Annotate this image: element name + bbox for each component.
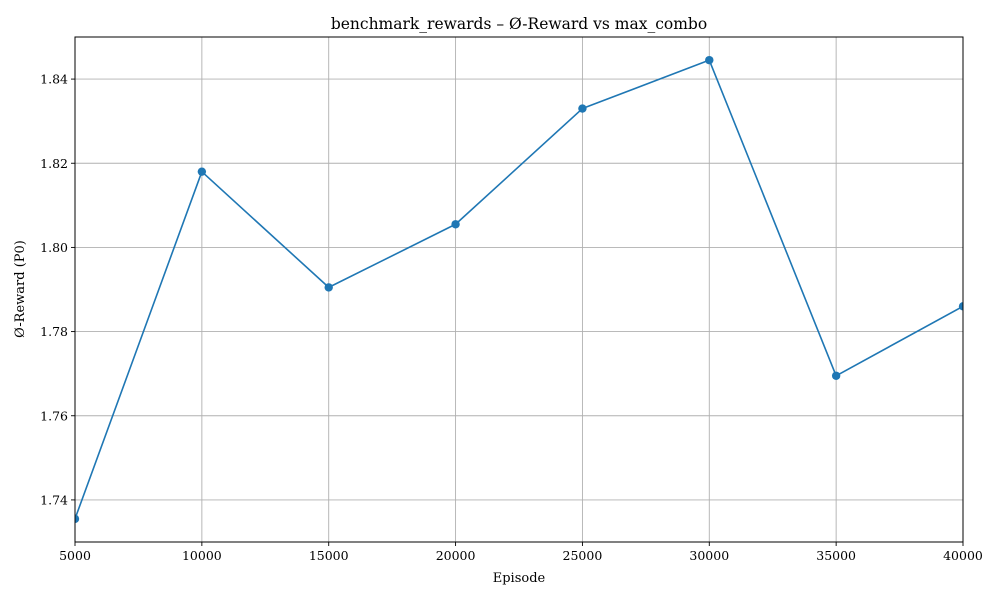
x-tick-label: 30000 [689,548,729,563]
x-tick-label: 35000 [816,548,856,563]
grid [74,37,964,542]
x-tick-label: 25000 [563,548,603,563]
y-tick-label: 1.78 [40,324,68,339]
x-tick-label: 15000 [309,548,349,563]
y-tick-label: 1.76 [40,408,68,423]
series-layer [75,55,963,524]
x-tick-label: 20000 [436,548,476,563]
y-axis-label: Ø-Reward (P0) [13,240,28,338]
data-point [197,167,207,176]
plot-frame [74,36,964,543]
x-tick-label: 5000 [59,548,91,563]
y-tick-label: 1.80 [40,240,68,255]
data-point [831,371,841,380]
chart-title: benchmark_rewards – Ø-Reward vs max_comb… [331,15,707,33]
x-axis-label: Episode [493,571,546,586]
series-line [75,59,963,520]
data-point [705,55,714,65]
data-point [451,220,460,229]
x-tick-label: 40000 [943,548,983,563]
series-group [75,55,963,524]
axis-ticks: 5000 10000 15000 20000 25000 30000 35000 40000 1… [40,72,983,563]
y-tick-label: 1.84 [40,72,68,87]
data-point [324,283,333,292]
x-tick-label: 10000 [182,548,222,563]
y-tick-label: 1.74 [40,492,68,507]
data-point [75,514,80,524]
y-tick-label: 1.82 [40,156,68,171]
data-point [958,302,963,311]
data-point [578,104,587,113]
